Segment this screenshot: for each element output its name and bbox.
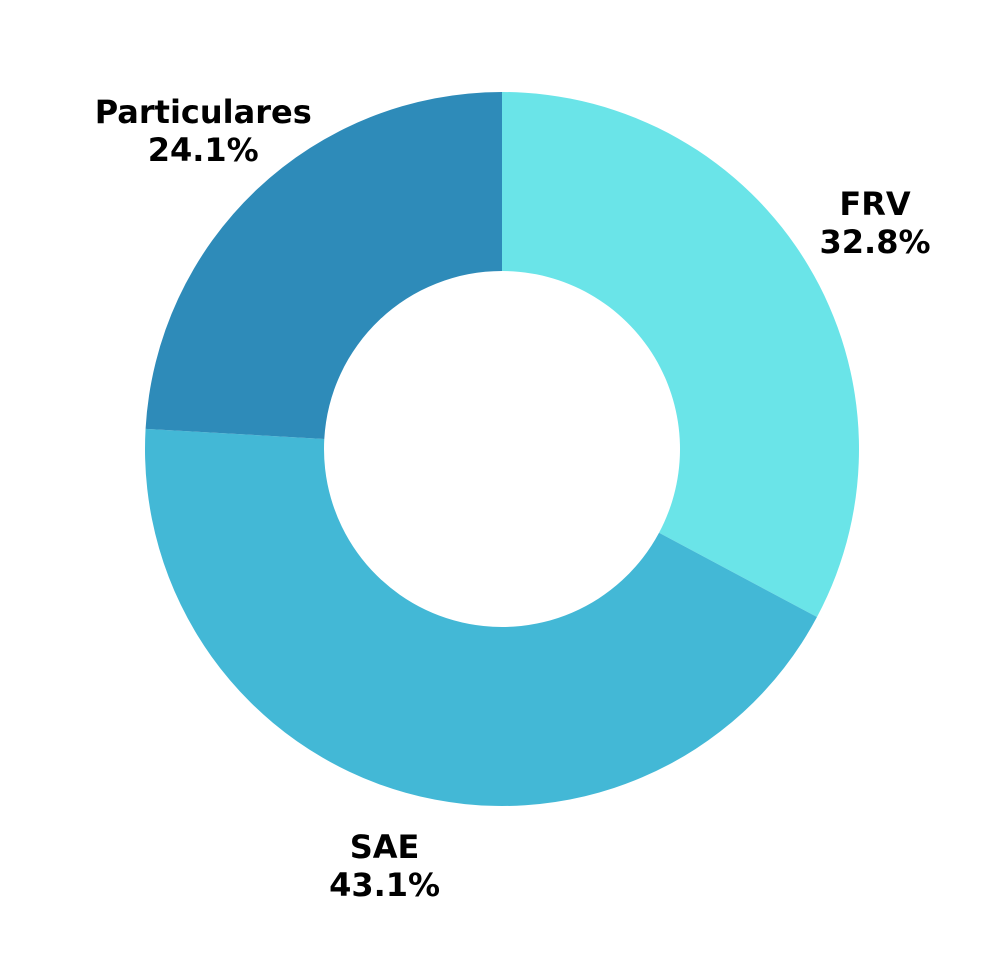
slice-value-label: 32.8% xyxy=(820,223,931,261)
slice-label: SAE xyxy=(350,828,420,866)
slice-label: FRV xyxy=(839,185,911,223)
donut-slice xyxy=(145,428,817,807)
slice-label: Particulares xyxy=(95,93,312,131)
slice-value-label: 43.1% xyxy=(329,866,440,904)
slice-value-label: 24.1% xyxy=(148,131,259,169)
donut-slice xyxy=(145,92,502,439)
donut-slice xyxy=(502,92,860,618)
